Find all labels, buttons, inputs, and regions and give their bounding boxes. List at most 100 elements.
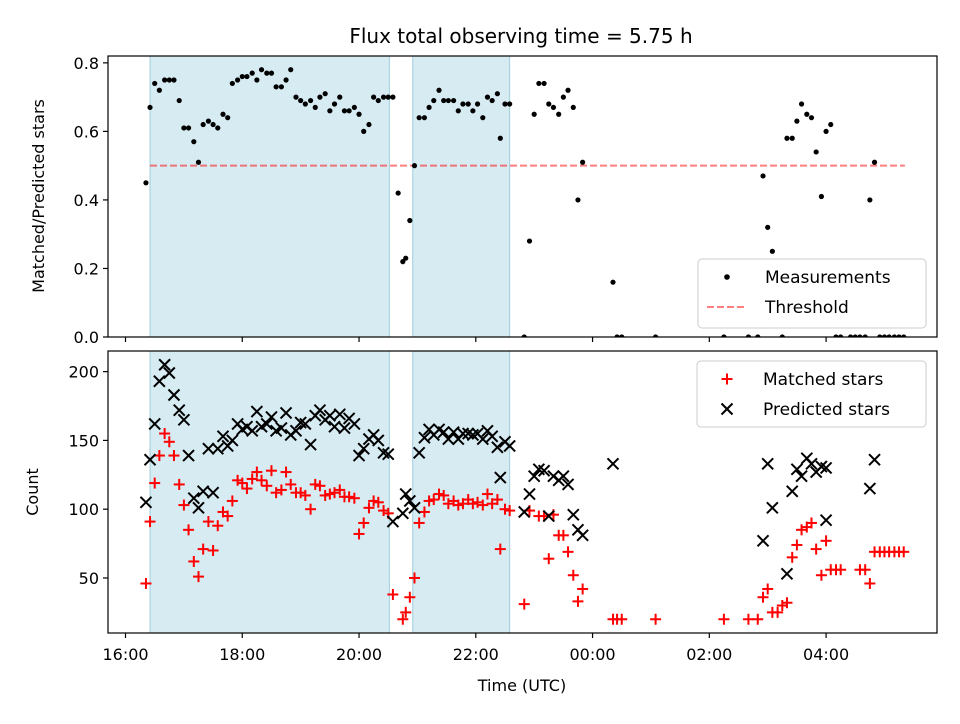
measurement-point — [220, 111, 226, 117]
top-panel: 0.00.20.40.60.8 Matched/Predicted stars … — [29, 54, 938, 347]
matched-point — [358, 517, 370, 529]
matched-point — [309, 478, 321, 490]
matched-point — [650, 613, 662, 625]
measurement-point — [556, 111, 562, 117]
measurement-point — [166, 77, 172, 83]
measurement-point — [411, 163, 418, 169]
measurement-point — [497, 135, 503, 141]
measurement-point — [494, 91, 500, 97]
predicted-point — [761, 457, 774, 471]
measurement-point — [302, 101, 308, 107]
measurement-point — [614, 334, 620, 337]
predicted-point — [403, 494, 417, 508]
measurement-point — [307, 97, 314, 104]
matched-point — [418, 506, 430, 518]
measurement-point — [550, 104, 557, 111]
matched-point — [805, 517, 817, 529]
matched-point — [428, 494, 440, 506]
measurement-point — [254, 77, 260, 83]
top-y-axis: 0.0 0.2 0.4 0.6 0.8 — [74, 54, 108, 347]
measurement-point — [755, 334, 761, 337]
measurement-point — [570, 104, 576, 111]
predicted-point — [399, 487, 412, 501]
measurement-point — [808, 115, 815, 121]
measurement-point — [546, 101, 552, 107]
predicted-point — [386, 515, 400, 528]
measurement-point — [181, 125, 187, 131]
measurement-point — [385, 94, 391, 100]
matched-point — [372, 496, 384, 508]
legend-threshold-label: Threshold — [764, 298, 849, 318]
measurement-point — [312, 104, 318, 111]
matched-point — [387, 588, 399, 600]
predicted-point — [163, 366, 176, 380]
predicted-point — [442, 432, 455, 446]
matched-point — [207, 544, 219, 556]
y-tick-label: 100 — [68, 500, 99, 519]
matched-point — [236, 477, 248, 489]
measurement-point — [901, 334, 907, 337]
y-tick-label: 0.2 — [74, 259, 99, 278]
measurement-point — [322, 91, 328, 97]
predicted-point — [518, 505, 531, 519]
matched-point — [742, 613, 754, 625]
measurement-point — [779, 334, 785, 337]
matched-point — [159, 428, 171, 440]
matched-point — [334, 484, 346, 496]
measurement-point — [470, 108, 476, 114]
predicted-point — [275, 421, 288, 435]
measurement-point — [847, 334, 854, 337]
matched-point — [246, 473, 258, 485]
matched-point — [149, 477, 161, 489]
measurement-point — [341, 108, 348, 114]
measurement-point — [823, 128, 829, 134]
predicted-point — [357, 442, 370, 455]
measurement-point — [745, 334, 752, 337]
y-tick-label: 50 — [79, 569, 99, 588]
predicted-point — [537, 464, 551, 477]
predicted-point — [868, 453, 881, 466]
bottom-legend-box — [696, 360, 927, 428]
measurement-point — [833, 334, 839, 337]
top-plot-frame — [107, 55, 938, 338]
matched-point — [820, 535, 832, 547]
legend-predicted-label: Predicted stars — [763, 400, 890, 420]
matched-point — [363, 502, 375, 514]
predicted-point — [606, 457, 620, 471]
matched-point — [168, 450, 180, 462]
predicted-point — [557, 469, 570, 483]
bottom-y-axis-label: Count — [23, 468, 42, 516]
matched-point — [299, 489, 311, 501]
predicted-point — [819, 461, 833, 475]
measurement-point — [441, 97, 447, 104]
measurement-point — [784, 135, 790, 141]
y-tick-label: 0.4 — [74, 191, 99, 210]
legend-predicted-marker — [720, 402, 734, 416]
predicted-point — [196, 485, 210, 498]
legend-measurements-label: Measurements — [765, 268, 891, 288]
matched-point — [504, 505, 516, 517]
matched-point — [796, 524, 808, 536]
predicted-point — [139, 496, 153, 509]
predicted-point — [265, 410, 278, 424]
predicted-point — [491, 441, 504, 454]
measurement-point — [380, 94, 387, 100]
measurement-point — [896, 334, 902, 337]
measurement-point — [191, 139, 197, 145]
predicted-point — [323, 409, 337, 422]
matched-point — [400, 606, 412, 618]
measurement-point — [361, 128, 367, 134]
predicted-point — [485, 430, 499, 443]
measurement-point — [195, 159, 202, 165]
matched-point — [265, 465, 277, 477]
predicted-point — [523, 487, 536, 501]
measurement-point — [877, 334, 883, 337]
matched-point — [368, 495, 380, 507]
matched-point — [404, 591, 416, 603]
x-tick-label: 20:00 — [336, 645, 382, 664]
measurement-point — [886, 334, 892, 337]
measurement-point — [156, 87, 162, 93]
predicted-point — [437, 425, 450, 439]
matched-point — [898, 546, 910, 558]
